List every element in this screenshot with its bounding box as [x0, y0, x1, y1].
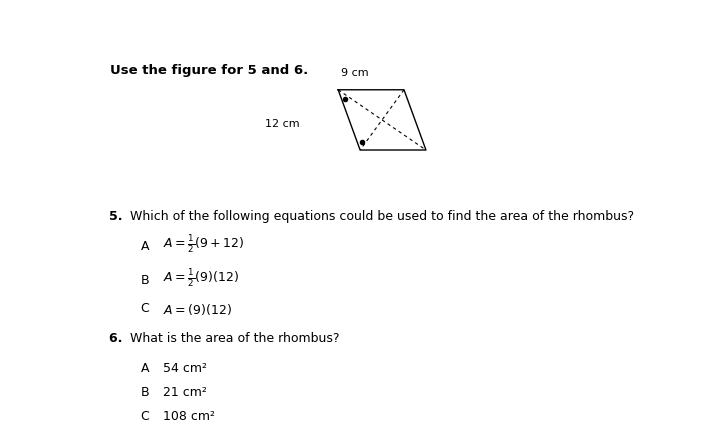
Text: $A = \frac{1}{2}(9)(12)$: $A = \frac{1}{2}(9)(12)$ [163, 267, 239, 289]
Text: C: C [141, 303, 149, 316]
Text: 108 cm²: 108 cm² [163, 410, 215, 423]
Text: 12 cm: 12 cm [265, 119, 299, 129]
Text: A: A [141, 240, 149, 253]
Text: C: C [141, 410, 149, 423]
Text: $A = \frac{1}{2}(9 + 12)$: $A = \frac{1}{2}(9 + 12)$ [163, 232, 244, 254]
Text: 21 cm²: 21 cm² [163, 386, 207, 399]
Text: Use the figure for 5 and 6.: Use the figure for 5 and 6. [110, 64, 309, 77]
Text: $A = (9)(12)$: $A = (9)(12)$ [163, 303, 232, 317]
Text: B: B [141, 274, 149, 287]
Text: 6.: 6. [109, 333, 127, 346]
Text: Which of the following equations could be used to find the area of the rhombus?: Which of the following equations could b… [126, 210, 634, 223]
Text: B: B [141, 386, 149, 399]
Text: 5.: 5. [109, 210, 127, 223]
Text: A: A [141, 362, 149, 375]
Text: 9 cm: 9 cm [341, 68, 368, 78]
Text: What is the area of the rhombus?: What is the area of the rhombus? [126, 333, 339, 346]
Text: 54 cm²: 54 cm² [163, 362, 207, 375]
